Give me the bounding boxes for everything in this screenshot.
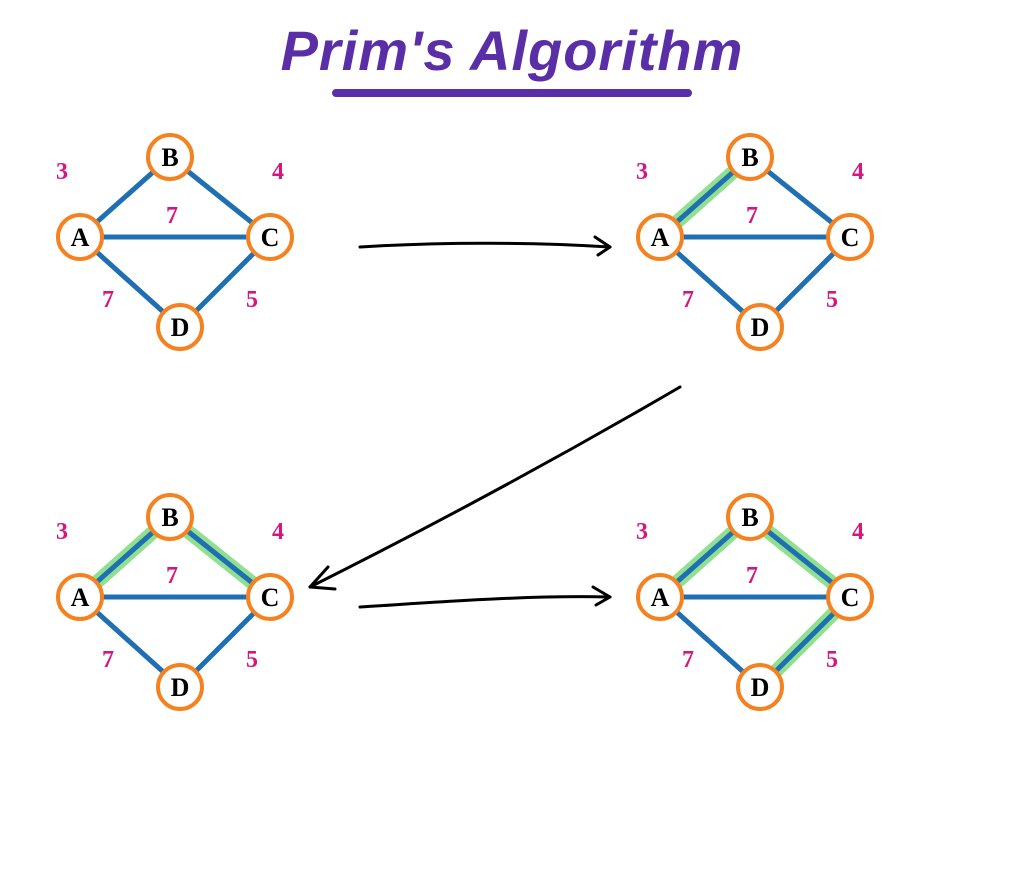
edge-weight: 7 <box>746 203 758 229</box>
edge-weight: 5 <box>246 287 258 313</box>
node-label: B <box>741 143 758 172</box>
node-label: D <box>751 673 770 702</box>
edge-weight: 7 <box>166 563 178 589</box>
edge-weight: 4 <box>272 519 284 545</box>
flow-arrow <box>360 243 610 247</box>
edge-weight: 7 <box>102 287 114 313</box>
edge-weight: 4 <box>852 159 864 185</box>
node-label: B <box>161 143 178 172</box>
title-underline <box>332 89 692 97</box>
node-label: D <box>171 673 190 702</box>
edge-weight: 5 <box>826 647 838 673</box>
node-label: B <box>161 503 178 532</box>
diagram-stage: 3 4 7 7 5 A B C D 3 4 7 7 5 A B C D 3 4 7 7 5 A B C D 3 4 7 7 5 A B C D <box>0 97 1024 857</box>
title-block: Prim's Algorithm <box>0 0 1024 97</box>
edge-weight: 3 <box>56 159 68 185</box>
edge-weight: 7 <box>102 647 114 673</box>
graph-step: 3 4 7 7 5 A B C D <box>636 135 872 349</box>
page-title: Prim's Algorithm <box>281 18 744 83</box>
node-label: D <box>751 313 770 342</box>
flow-arrow <box>360 597 610 607</box>
edge-weight: 7 <box>682 647 694 673</box>
node-label: A <box>71 583 90 612</box>
flow-arrow <box>310 387 680 587</box>
node-label: B <box>741 503 758 532</box>
edge-weight: 5 <box>246 647 258 673</box>
node-label: C <box>261 583 280 612</box>
diagram-svg: 3 4 7 7 5 A B C D 3 4 7 7 5 A B C D 3 4 7 7 5 A B C D 3 4 7 7 5 A B C D <box>0 97 1024 857</box>
node-label: A <box>651 583 670 612</box>
edge-weight: 5 <box>826 287 838 313</box>
graph-step: 3 4 7 7 5 A B C D <box>636 495 872 709</box>
graph-step: 3 4 7 7 5 A B C D <box>56 135 292 349</box>
node-label: D <box>171 313 190 342</box>
edge-weight: 3 <box>636 159 648 185</box>
node-label: C <box>841 583 860 612</box>
edge-weight: 4 <box>272 159 284 185</box>
edge-weight: 4 <box>852 519 864 545</box>
node-label: A <box>651 223 670 252</box>
edge-weight: 3 <box>56 519 68 545</box>
edge-weight: 7 <box>746 563 758 589</box>
edge-weight: 3 <box>636 519 648 545</box>
node-label: C <box>261 223 280 252</box>
node-label: A <box>71 223 90 252</box>
edge-weight: 7 <box>682 287 694 313</box>
node-label: C <box>841 223 860 252</box>
edge-weight: 7 <box>166 203 178 229</box>
graph-step: 3 4 7 7 5 A B C D <box>56 495 292 709</box>
